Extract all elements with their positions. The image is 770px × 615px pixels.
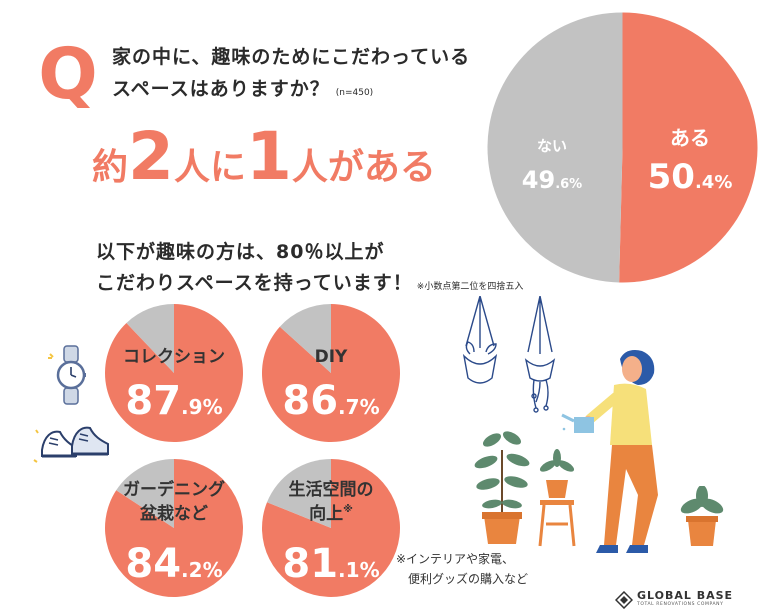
- subheading-line-2-text: こだわりスペースを持っています！: [96, 272, 413, 294]
- headline: 約2人に1人がある: [92, 118, 436, 198]
- pie-slice-no: [126, 304, 174, 373]
- main-pie-chart: ある 50.4% ない 49.6%: [487, 12, 758, 283]
- category-label-text: ガーデニング: [123, 479, 225, 500]
- pie-chart-collection: コレクション 87.9%: [105, 304, 243, 442]
- slice-label-aru: ある: [670, 126, 710, 150]
- headline-part-2: 人に: [173, 147, 246, 188]
- category-label: 生活空間の: [289, 479, 374, 500]
- headline-number-1: 2: [128, 118, 174, 195]
- value-decimal: .4: [695, 172, 714, 193]
- category-label: コレクション: [123, 347, 225, 367]
- company-logo: GLOBAL BASE TOTAL RENOVATIONS COMPANY: [615, 589, 765, 611]
- category-label-mark: ※: [343, 503, 353, 515]
- value-decimal: .6: [555, 177, 569, 192]
- q-badge-icon: Q: [38, 36, 98, 108]
- pie-slice-no: [116, 459, 174, 528]
- value-label: 87.9%: [125, 378, 222, 424]
- logo-name: GLOBAL BASE: [637, 589, 734, 602]
- value-unit: %: [360, 395, 380, 419]
- category-label-text: 向上: [309, 503, 343, 524]
- category-label: ガーデニング: [123, 479, 225, 500]
- value-unit: %: [569, 177, 582, 192]
- pie-slice-nai: [487, 12, 623, 283]
- value-integer: 81: [282, 541, 338, 587]
- category-label-text: 盆栽など: [139, 503, 208, 524]
- headline-number-2: 1: [245, 118, 292, 195]
- headline-part-1: 約: [92, 147, 129, 188]
- sneakers-icon: [33, 426, 109, 463]
- category-label: 盆栽など: [139, 503, 208, 524]
- value-integer: 86: [282, 378, 338, 424]
- value-unit: %: [360, 558, 380, 582]
- value-integer: 87: [125, 378, 181, 424]
- sample-size: (n=450): [335, 88, 374, 98]
- value-unit: %: [203, 395, 223, 419]
- question-line-1: 家の中に、趣味のためにこだわっている: [112, 46, 471, 68]
- value-label: 81.1%: [282, 541, 379, 587]
- headline-part-3: 人がある: [291, 147, 436, 188]
- slice-label-nai: ない: [537, 137, 567, 155]
- value-decimal: .1: [338, 558, 360, 582]
- category-label: DIY: [315, 347, 348, 367]
- question-line-2: スペースはありますか？ (n=450): [112, 74, 373, 101]
- pie-slice-yes: [104, 459, 243, 597]
- value-label: 86.7%: [282, 378, 379, 424]
- value-decimal: .7: [338, 395, 360, 419]
- value-label: 49.6%: [522, 166, 582, 194]
- value-decimal: .9: [181, 395, 203, 419]
- rounding-note: ※小数点第二位を四捨五入: [416, 282, 524, 292]
- category-label-text: DIY: [315, 347, 348, 367]
- value-integer: 84: [125, 541, 181, 587]
- value-unit: %: [203, 558, 223, 582]
- potted-plant-icon: [680, 486, 724, 546]
- person-watering-plants-icon: [561, 350, 658, 553]
- value-label: 50.4%: [648, 157, 733, 197]
- question-line-2-text: スペースはありますか？: [112, 78, 330, 100]
- value-unit: %: [714, 172, 732, 193]
- pie-slice-aru: [619, 12, 758, 283]
- value-integer: 49: [522, 166, 555, 194]
- footnote: ※インテリアや家電、 便利グッズの購入など: [396, 549, 528, 589]
- footnote-line-1: ※インテリアや家電、: [396, 552, 515, 566]
- pie-chart-diy: DIY 86.7%: [262, 304, 400, 442]
- logo-tagline: TOTAL RENOVATIONS COMPANY: [637, 602, 724, 607]
- wristwatch-icon: [48, 345, 86, 405]
- logo-mark-icon: [615, 591, 633, 609]
- subheading-line-1: 以下が趣味の方は、80％以上が: [96, 241, 385, 263]
- footnote-line-2: 便利グッズの購入など: [408, 572, 529, 586]
- category-label-text: 生活空間の: [289, 479, 374, 500]
- potted-plant-icon: [474, 431, 576, 547]
- category-label-text: コレクション: [123, 347, 225, 367]
- pie-slice-no: [267, 459, 331, 528]
- category-label: 向上※: [309, 503, 353, 524]
- subheading-line-2: こだわりスペースを持っています！ ※小数点第二位を四捨五入: [96, 268, 523, 295]
- pie-slice-yes: [105, 304, 243, 442]
- value-decimal: .2: [181, 558, 203, 582]
- hanging-plant-icon: [462, 296, 556, 413]
- q-badge-letter: Q: [38, 36, 98, 108]
- value-label: 84.2%: [125, 541, 222, 587]
- value-integer: 50: [648, 157, 695, 197]
- pie-slice-no: [279, 304, 331, 373]
